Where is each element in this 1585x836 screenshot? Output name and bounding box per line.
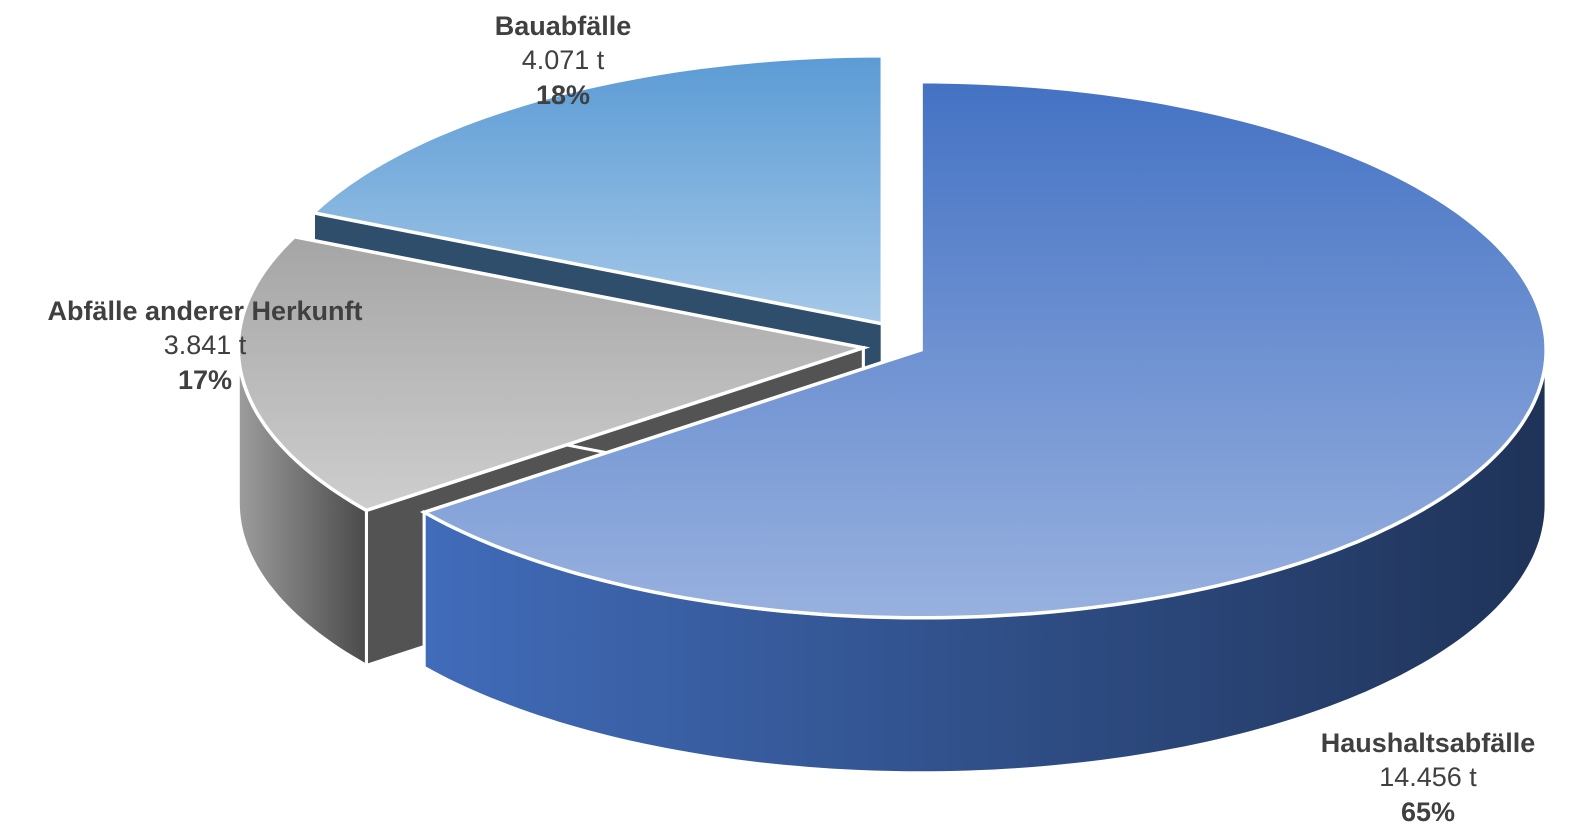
label-value: 4.071 t [522,45,605,75]
slice-top [309,54,885,326]
label-name: Haushaltsabfälle [1321,728,1536,758]
label-percent: 65% [1401,797,1455,827]
label-name: Bauabfälle [495,11,632,41]
label-value: 3.841 t [164,330,247,360]
label-value: 14.456 t [1379,762,1477,792]
label-name: Abfälle anderer Herkunft [47,296,362,326]
label-percent: 17% [178,365,232,395]
slice [419,80,1548,775]
slice-top [236,234,871,513]
label-percent: 18% [536,80,590,110]
slice-top [419,80,1548,620]
